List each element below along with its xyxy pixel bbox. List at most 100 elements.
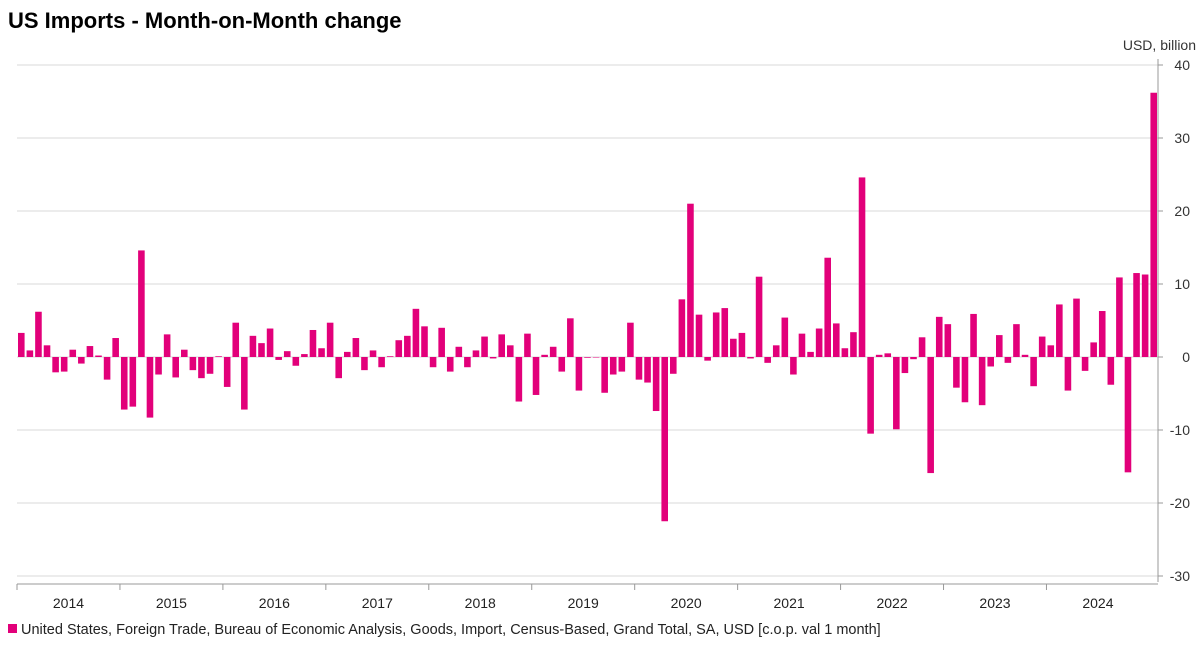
bar [1056,304,1063,357]
bar [223,357,231,387]
x-axis-ticks: 2014 2015 2016 2017 2018 2019 2020 2021 2022 2023… [16,584,1114,611]
bar [532,357,540,395]
gridlines [17,64,1158,577]
bar [858,177,866,357]
bar [138,250,145,357]
bar [95,355,102,357]
bar [1107,357,1115,385]
bar [781,317,789,357]
bar [875,354,883,357]
bar [181,349,188,357]
bar [515,357,523,402]
bar [472,350,480,357]
bar [798,333,806,357]
x-tick-label: 2021 [774,595,805,611]
bar [635,357,643,380]
y-tick-label: 0 [1182,349,1190,365]
bar [206,357,214,374]
bar [764,357,771,363]
bar [1150,92,1157,358]
legend: United States, Foreign Trade, Bureau of … [8,622,881,638]
bar [893,357,900,430]
bar [266,328,274,357]
bar [772,345,780,357]
bar [215,356,222,357]
bar [884,353,892,357]
x-tick-label: 2016 [259,595,290,611]
y-tick-label: -10 [1170,422,1190,438]
bar [163,334,171,357]
bar [978,357,986,406]
bar [661,357,668,522]
bar [755,276,763,357]
bar [524,333,531,357]
x-tick-label: 2017 [362,595,393,611]
bar [412,308,420,357]
x-tick-label: 2019 [568,595,599,611]
bar [335,357,342,379]
y-axis-unit-label: USD, billion [1122,37,1196,53]
bar [824,257,831,357]
x-tick-label: 2020 [671,595,702,611]
bar [35,311,42,357]
bar [935,316,943,357]
bar [1073,298,1080,357]
bar [601,357,608,393]
bar [695,314,703,357]
bar [429,357,437,368]
bar [369,350,377,357]
bar [918,337,926,357]
bar [961,357,969,403]
bar [670,357,677,374]
bar [292,357,300,366]
bar [129,357,137,407]
bar [464,357,471,368]
x-tick-label: 2018 [465,595,496,611]
x-tick-label: 2015 [156,595,187,611]
bar [189,357,197,371]
bar [421,326,428,357]
bar [1030,357,1037,387]
bar [841,348,849,357]
bar [1124,357,1132,473]
bar [258,343,265,357]
bar [833,323,840,357]
bar [1090,342,1097,357]
bar [26,350,34,357]
bar [970,313,977,357]
legend-label: United States, Foreign Trade, Bureau of … [21,622,881,638]
y-tick-label: 40 [1174,57,1190,73]
bar [815,328,823,357]
bar [1116,277,1123,357]
bar [120,357,128,410]
bar [1064,357,1072,391]
bar [301,354,308,357]
bar [944,324,952,357]
bar [18,332,25,357]
bar [386,356,394,357]
bar [146,357,154,418]
y-tick-label: 10 [1174,276,1190,292]
axes [17,59,1159,585]
bar [747,357,754,359]
y-tick-label: -30 [1170,568,1190,584]
bar [927,357,934,474]
bar [78,357,85,364]
bar [1047,345,1055,357]
bar [652,357,660,412]
bar [498,334,505,357]
bar [249,335,257,357]
bar [283,351,291,357]
x-tick-label: 2023 [979,595,1010,611]
chart-title: US Imports - Month-on-Month change [8,8,402,33]
bar [404,335,411,357]
bar [43,345,51,357]
bar [1013,324,1020,357]
bar [172,357,179,378]
bar [198,357,205,379]
bar [318,348,325,357]
bar [644,357,651,383]
bar [704,357,711,361]
bar [584,357,591,358]
